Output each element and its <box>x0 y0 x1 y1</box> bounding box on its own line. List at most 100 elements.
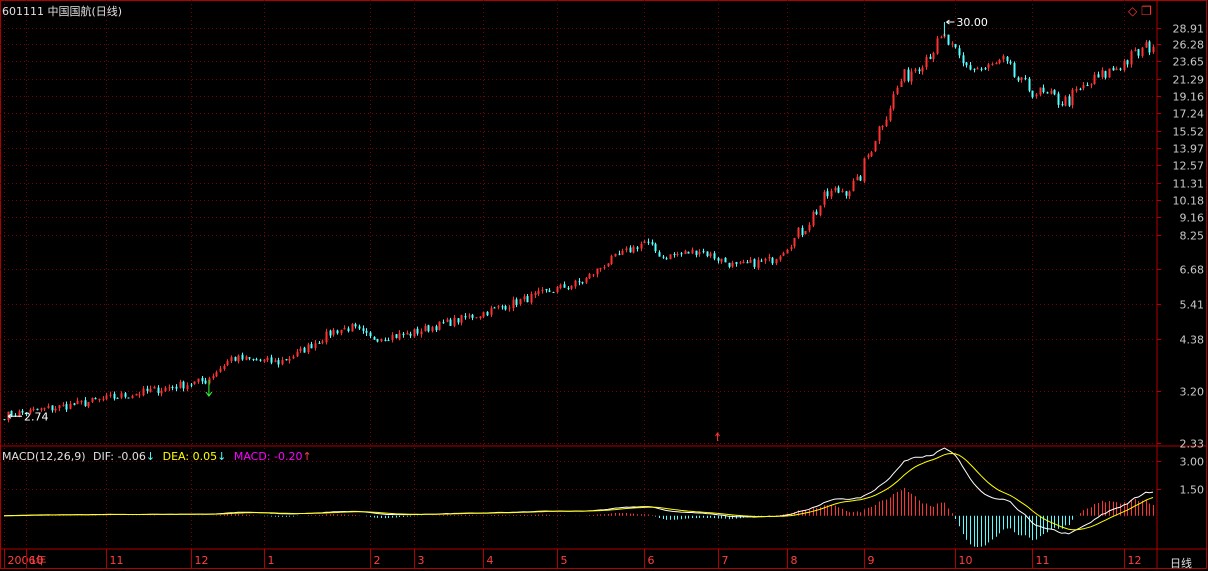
stock-code: 601111 <box>2 5 44 18</box>
candle-body <box>826 191 829 197</box>
candle-body <box>556 287 559 293</box>
candle-body <box>223 365 226 369</box>
candle-body <box>1126 60 1129 65</box>
candle-body <box>116 397 119 399</box>
candle-body <box>124 393 127 397</box>
candle-body <box>878 126 881 141</box>
stock-header: 601111 中国国航(日线) <box>2 3 122 19</box>
candle-body <box>1137 49 1140 56</box>
time-tick-label: 4 <box>487 554 494 567</box>
period-label: (日线) <box>91 5 123 18</box>
candle-body <box>457 318 460 323</box>
price-tick-label: 4.38 <box>1180 334 1205 347</box>
macd-legend: MACD(12,26,9) DIF: -0.06↓ DEA: 0.05↓ MAC… <box>2 450 312 463</box>
candle-body <box>698 252 701 255</box>
candle-body <box>673 253 676 255</box>
candle-body <box>354 324 357 327</box>
dea-label: DEA: <box>162 450 190 463</box>
candle-body <box>402 333 405 336</box>
candle-body <box>446 319 449 322</box>
candle-body <box>215 372 218 377</box>
candle-body <box>837 187 840 193</box>
candle-body <box>585 277 588 283</box>
candle-body <box>1046 92 1049 94</box>
candle-body <box>65 404 68 410</box>
window-controls: ◇ ❐ <box>1128 4 1152 18</box>
candle-body <box>856 176 859 181</box>
price-tick-label: 26.28 <box>1173 39 1205 52</box>
candle-body <box>1053 89 1056 95</box>
time-tick-label: 11 <box>1036 554 1050 567</box>
period-button[interactable]: 日线 <box>1170 557 1192 570</box>
candle-body <box>548 290 551 292</box>
candle-body <box>285 359 288 361</box>
candle-body <box>241 354 244 360</box>
time-tick-label: 3 <box>418 554 425 567</box>
candle-body <box>391 335 394 340</box>
dea-arrow-icon: ↓ <box>217 450 227 463</box>
candle-body <box>32 408 35 410</box>
candle-body <box>823 192 826 205</box>
stock-name: 中国国航 <box>47 5 92 18</box>
candle-body <box>321 341 324 343</box>
candle-body <box>1123 60 1126 71</box>
candle-body <box>471 314 474 318</box>
diamond-icon[interactable]: ◇ <box>1128 4 1138 18</box>
candle-body <box>625 248 628 250</box>
candle-body <box>852 180 855 192</box>
candle-body <box>490 308 493 315</box>
candle-body <box>325 331 328 343</box>
candle-body <box>486 311 489 316</box>
price-tick-label: 11.31 <box>1173 178 1205 191</box>
candle-body <box>874 141 877 152</box>
candle-body <box>808 224 811 231</box>
candle-body <box>1009 61 1012 64</box>
candle-body <box>643 241 646 244</box>
candle-body <box>406 333 409 335</box>
candle-body <box>870 152 873 157</box>
candle-body <box>171 386 174 388</box>
candle-body <box>373 337 376 340</box>
macd-arrow-icon: ↑ <box>302 450 312 463</box>
candle-body <box>10 410 13 417</box>
candle-body <box>728 262 731 267</box>
candle-body <box>940 37 943 39</box>
candle-body <box>640 243 643 249</box>
candle-body <box>885 119 888 127</box>
candle-body <box>1104 71 1107 78</box>
candle-body <box>365 330 368 333</box>
restore-window-icon[interactable]: ❐ <box>1141 4 1152 18</box>
candle-body <box>266 357 269 361</box>
candle-body <box>398 333 401 339</box>
candle-body <box>343 328 346 330</box>
candle-body <box>21 410 24 413</box>
candle-body <box>537 290 540 294</box>
candle-body <box>193 381 196 385</box>
candle-body <box>87 402 90 407</box>
candle-body <box>299 348 302 351</box>
candle-body <box>212 376 215 379</box>
candle-body <box>900 81 903 88</box>
candle-body <box>449 319 452 326</box>
candle-body <box>237 355 240 362</box>
candle-body <box>310 344 313 349</box>
candle-body <box>18 411 21 418</box>
candle-body <box>654 243 657 252</box>
candle-body <box>76 400 79 405</box>
candle-body <box>204 380 207 384</box>
candle-body <box>592 274 595 276</box>
candle-body <box>775 259 778 264</box>
candle-body <box>431 327 434 331</box>
candle-body <box>201 378 204 382</box>
candle-body <box>296 351 299 357</box>
candle-body <box>43 408 46 410</box>
candle-body <box>1024 78 1027 80</box>
time-tick-label: 5 <box>561 554 568 567</box>
candle-body <box>834 187 837 191</box>
candle-body <box>768 256 771 259</box>
candle-body <box>596 268 599 275</box>
dea-value: 0.05 <box>192 450 218 463</box>
candle-body <box>468 315 471 317</box>
price-tick-label: 2.33 <box>1180 438 1205 451</box>
